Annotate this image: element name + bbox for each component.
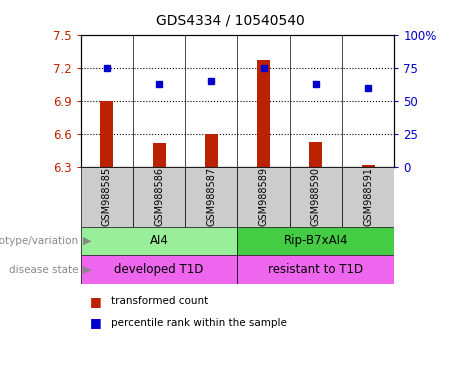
Text: Rip-B7xAI4: Rip-B7xAI4 [284,235,348,247]
Text: transformed count: transformed count [111,296,208,306]
Bar [237,227,394,255]
Text: developed T1D: developed T1D [114,263,204,276]
Bar [153,143,165,167]
Text: GSM988589: GSM988589 [259,167,269,226]
Bar [309,142,322,167]
Text: AI4: AI4 [150,235,168,247]
Text: GSM988591: GSM988591 [363,167,373,226]
Text: percentile rank within the sample: percentile rank within the sample [111,318,287,328]
Text: ■: ■ [90,316,101,329]
Bar [133,167,185,227]
Bar [81,167,133,227]
Text: ■: ■ [90,295,101,308]
Bar [361,165,374,167]
Text: ▶: ▶ [83,236,91,246]
Text: disease state: disease state [9,265,78,275]
Text: GSM988590: GSM988590 [311,167,321,226]
Bar [290,167,342,227]
Text: genotype/variation: genotype/variation [0,236,78,246]
Bar [81,227,237,255]
Text: ▶: ▶ [83,265,91,275]
Text: resistant to T1D: resistant to T1D [268,263,363,276]
Bar [342,167,394,227]
Bar [237,167,290,227]
Text: GDS4334 / 10540540: GDS4334 / 10540540 [156,13,305,27]
Bar [81,255,237,284]
Bar [100,101,113,167]
Bar [257,60,270,167]
Text: GSM988585: GSM988585 [102,167,112,226]
Text: GSM988586: GSM988586 [154,167,164,226]
Bar [205,134,218,167]
Bar [185,167,237,227]
Bar [237,255,394,284]
Text: GSM988587: GSM988587 [206,167,216,226]
